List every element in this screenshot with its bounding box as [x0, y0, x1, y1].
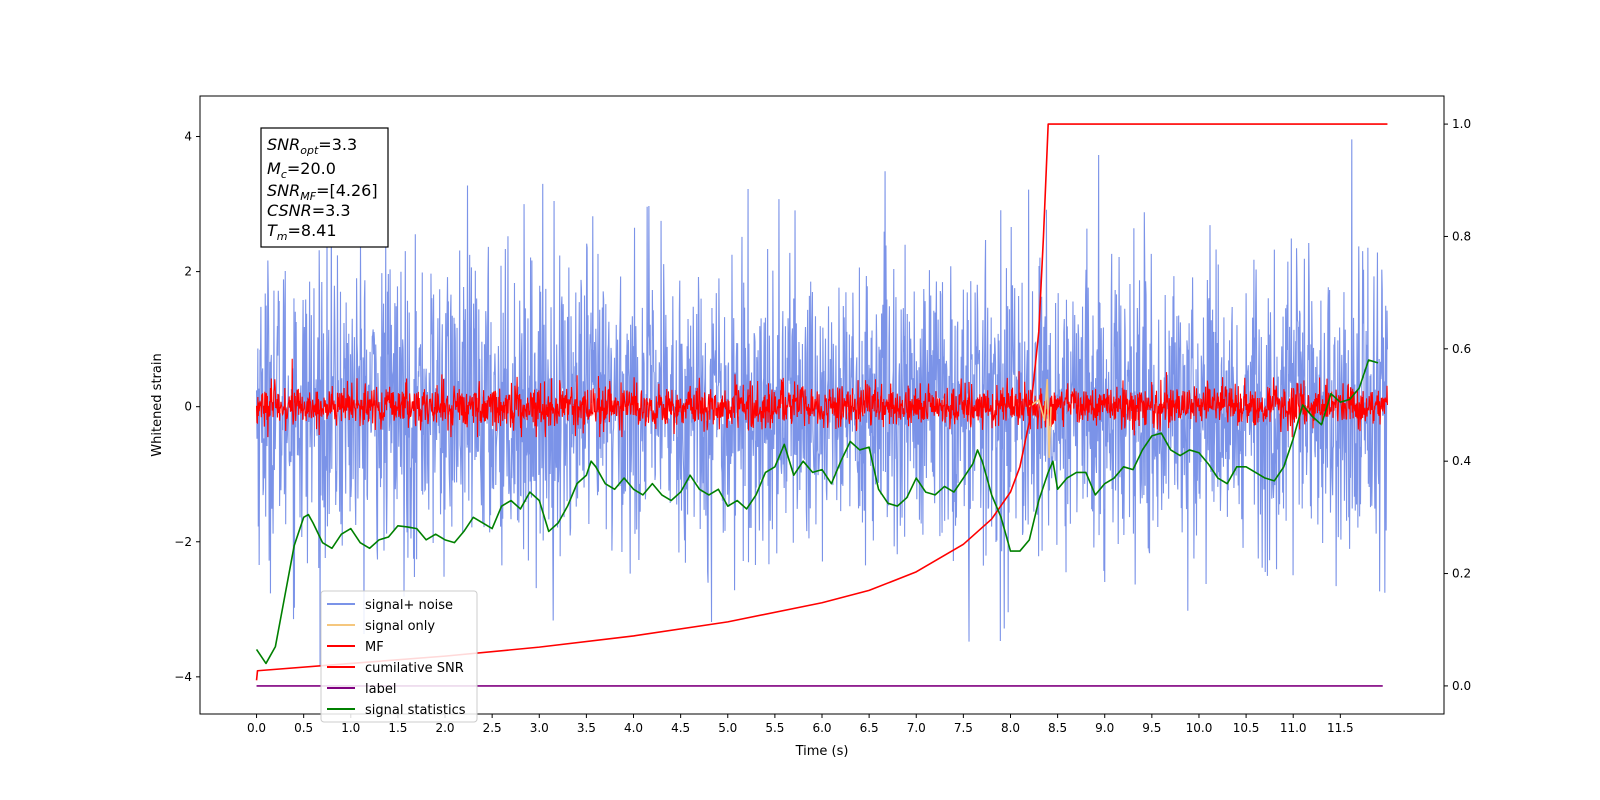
info-box-frame	[260, 127, 389, 248]
info-csnr: CSNR=3.3	[267, 201, 351, 220]
series-signal-only-line	[1028, 378, 1052, 459]
legend: signal+ noise signal only MF cumilative SNR…	[320, 590, 478, 723]
x-tick-label: 8.5	[1048, 721, 1067, 735]
x-tick-label: 9.0	[1095, 721, 1114, 735]
x-tick-label: 4.0	[624, 721, 643, 735]
series-signal-statistics-line	[255, 359, 1379, 665]
series-signal-noise-line	[256, 139, 1388, 667]
y-tick-label: 0	[184, 400, 192, 414]
info-snr-opt: SNRopt=3.3	[267, 135, 357, 157]
y2-tick-label: 0.6	[1452, 342, 1471, 356]
x-tick-label: 4.5	[671, 721, 690, 735]
x-tick-label: 8.0	[1001, 721, 1020, 735]
y2-tick-label: 0.0	[1452, 679, 1471, 693]
x-tick-label: 2.0	[435, 721, 454, 735]
x-tick-label: 3.0	[530, 721, 549, 735]
x-tick-label: 5.0	[718, 721, 737, 735]
x-tick-label: 10.0	[1186, 721, 1213, 735]
y-axis-label: Whitened strain	[150, 353, 165, 456]
legend-frame	[320, 590, 478, 723]
y-axis-right: 0.0 0.2 0.4 0.6 0.8 1.0	[1444, 117, 1471, 693]
x-tick-label: 6.0	[812, 721, 831, 735]
x-tick-label: 0.5	[294, 721, 313, 735]
y-tick-label: −4	[174, 670, 192, 684]
legend-label-label: label	[365, 682, 396, 697]
y-tick-label: 4	[184, 130, 192, 144]
legend-label-signal-only: signal only	[365, 619, 435, 634]
legend-label-mf: MF	[365, 640, 384, 655]
x-tick-label: 6.5	[860, 721, 879, 735]
y2-tick-label: 0.2	[1452, 567, 1471, 581]
y-tick-label: 2	[184, 265, 192, 279]
x-axis: 0.0 0.5 1.0 1.5 2.0 2.5 3.0 3.5 4.0 4.5 5.0 5.5 6.0 6…	[247, 714, 1354, 735]
y2-tick-label: 0.4	[1452, 454, 1471, 468]
x-tick-label: 11.5	[1327, 721, 1354, 735]
y-tick-label: −2	[174, 535, 192, 549]
x-tick-label: 3.5	[577, 721, 596, 735]
x-tick-label: 7.5	[954, 721, 973, 735]
x-tick-label: 10.5	[1233, 721, 1260, 735]
x-tick-label: 7.0	[907, 721, 926, 735]
info-mc: Mc=20.0	[267, 159, 336, 181]
info-snr-mf: SNRMF=[4.26]	[267, 181, 378, 203]
x-tick-label: 1.0	[341, 721, 360, 735]
x-tick-label: 11.0	[1280, 721, 1307, 735]
x-tick-label: 1.5	[388, 721, 407, 735]
y2-tick-label: 0.8	[1452, 229, 1471, 243]
x-tick-label: 2.5	[483, 721, 502, 735]
y-axis-left: −4 −2 0 2 4	[174, 130, 200, 684]
x-tick-label: 5.5	[765, 721, 784, 735]
info-box: SNRopt=3.3 Mc=20.0 SNRMF=[4.26] CSNR=3.3…	[260, 127, 389, 248]
x-tick-label: 9.5	[1142, 721, 1161, 735]
legend-label-cumilative-snr: cumilative SNR	[365, 661, 464, 676]
legend-label-signal-noise: signal+ noise	[365, 598, 453, 613]
x-axis-label: Time (s)	[795, 744, 849, 759]
y2-tick-label: 1.0	[1452, 117, 1471, 131]
x-tick-label: 0.0	[247, 721, 266, 735]
info-tm: Tm=8.41	[267, 221, 337, 243]
legend-entries: signal+ noise signal only MF cumilative SNR…	[327, 598, 466, 718]
series-mf-line	[256, 358, 1388, 438]
legend-label-signal-statistics: signal statistics	[365, 703, 466, 718]
